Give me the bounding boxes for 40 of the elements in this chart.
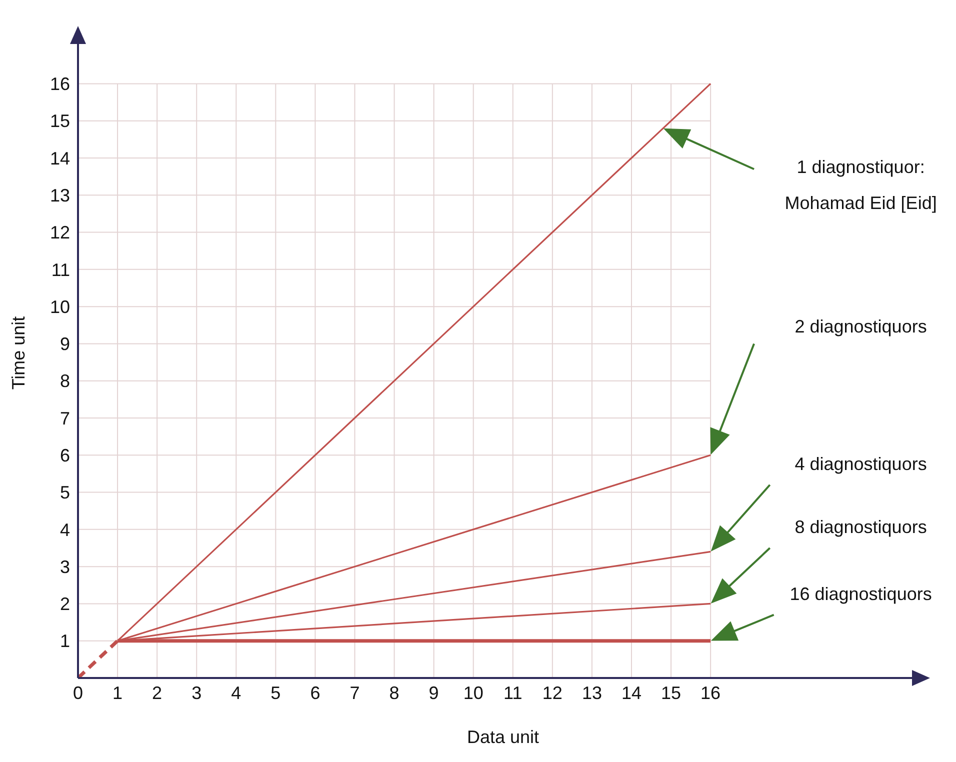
y-tick-label: 9: [60, 334, 70, 354]
x-tick-label: 14: [621, 682, 642, 703]
x-tick-label: 7: [350, 682, 360, 703]
y-tick-label: 2: [60, 594, 70, 614]
y-tick-label: 3: [60, 556, 70, 577]
x-tick-label: 0: [72, 682, 84, 703]
x-tick-label: 12: [542, 682, 562, 703]
x-tick-label: 4: [231, 682, 242, 703]
y-tick-label: 15: [50, 111, 70, 132]
y-tick-label: 16: [50, 74, 70, 94]
x-tick-label: 3: [192, 682, 202, 703]
y-tick-label: 11: [51, 260, 70, 280]
x-axis-title: Data unit: [466, 727, 540, 747]
x-tick-label: 9: [428, 682, 439, 703]
y-tick-label: 10: [50, 296, 70, 317]
x-tick-label: 13: [582, 682, 602, 703]
y-tick-label: 12: [50, 222, 70, 243]
x-tick-label: 6: [310, 682, 320, 703]
y-tick-label: 7: [60, 408, 70, 428]
text: 2 diagnostiquors: [794, 316, 927, 337]
y-tick-label: 14: [50, 148, 70, 168]
y-tick-label: 13: [50, 186, 70, 206]
y-tick-label: 1: [60, 631, 70, 652]
y-tick-label: 5: [60, 482, 70, 503]
x-tick-label: 2: [152, 682, 162, 703]
text: 1 diagnostiquor: Mohamad Eid [Eid]: [784, 156, 937, 213]
x-tick-label: 1: [112, 682, 123, 703]
x-tick-label: 11: [504, 682, 522, 703]
y-axis-title: Time unit: [8, 316, 28, 390]
x-tick-label: 16: [700, 682, 721, 703]
x-tick-label: 10: [463, 682, 484, 703]
x-tick-label: 8: [389, 682, 400, 703]
text: 8 diagnostiquors: [794, 517, 927, 538]
y-tick-label: 4: [60, 520, 70, 540]
y-tick-label: 8: [60, 371, 70, 392]
text: 16 diagnostiquors: [790, 584, 932, 604]
x-tick-label: 5: [270, 682, 281, 703]
text: 4 diagnostiquors: [794, 454, 927, 474]
x-tick-label: 15: [661, 682, 682, 703]
y-tick-label: 6: [60, 446, 70, 466]
